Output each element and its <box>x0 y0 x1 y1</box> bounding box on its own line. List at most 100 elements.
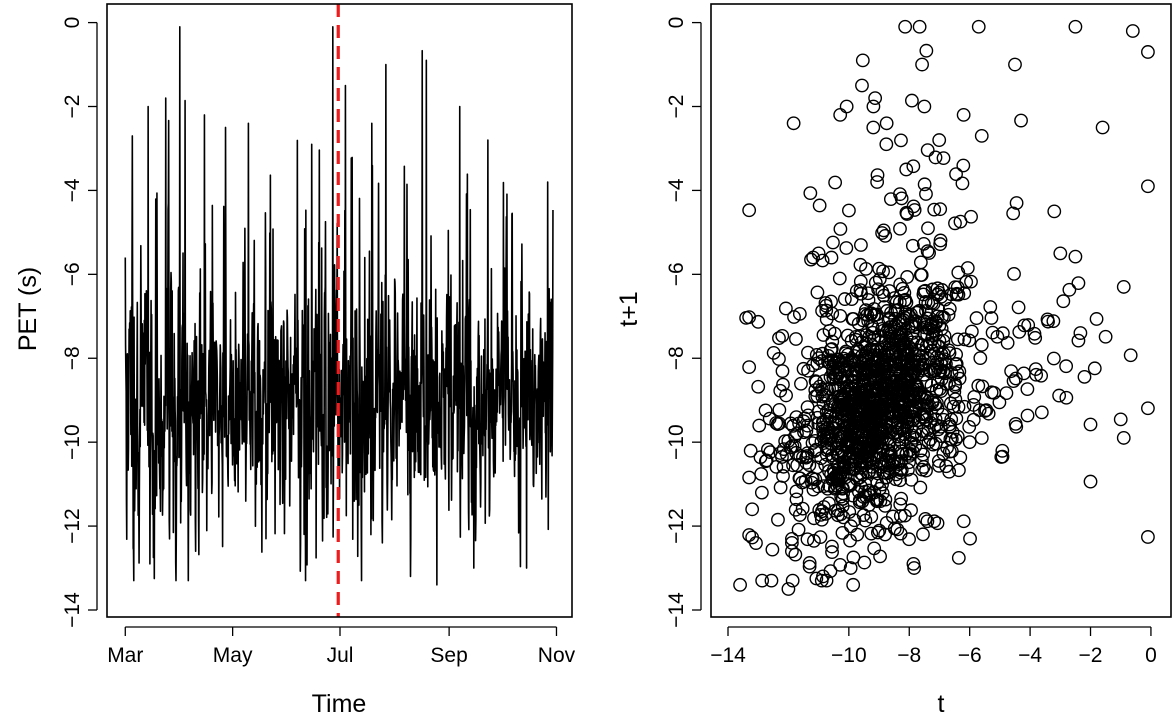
scatter-point <box>1009 196 1024 210</box>
scatter-point <box>981 406 996 421</box>
scatter-point <box>893 473 907 488</box>
scatter-point <box>979 403 994 417</box>
scatter-point <box>903 446 918 461</box>
scatter-point <box>952 463 966 478</box>
scatter-point <box>1046 314 1061 329</box>
scatter-point <box>846 312 861 326</box>
scatter-point <box>826 365 840 379</box>
scatter-point <box>844 292 859 307</box>
scatter-point <box>948 379 962 394</box>
scatter-point <box>800 400 815 415</box>
lag-scatter-y-tick-label: −10 <box>665 424 688 460</box>
scatter-point <box>1116 431 1131 445</box>
scatter-point <box>895 281 910 296</box>
scatter-point <box>835 492 850 506</box>
scatter-point <box>919 187 933 201</box>
scatter-point <box>931 454 946 468</box>
scatter-point <box>921 221 935 236</box>
lag-scatter-y-tick-label: −8 <box>665 346 688 370</box>
scatter-point <box>1141 45 1155 59</box>
scatter-point <box>999 386 1014 401</box>
scatter-point <box>906 556 921 571</box>
scatter-point <box>743 443 758 458</box>
scatter-point <box>761 442 775 457</box>
scatter-point <box>928 150 943 165</box>
scatter-point <box>852 344 867 359</box>
scatter-point <box>833 308 848 323</box>
scatter-point <box>802 556 817 570</box>
scatter-point <box>758 403 773 418</box>
scatter-point <box>892 405 906 420</box>
scatter-point <box>769 459 784 474</box>
scatter-point <box>1008 57 1022 72</box>
scatter-point <box>823 564 838 579</box>
scatter-point <box>818 457 833 472</box>
scatter-point <box>807 534 821 548</box>
scatter-point <box>1053 246 1068 261</box>
scatter-point <box>918 511 933 526</box>
scatter-point <box>912 354 927 368</box>
scatter-point <box>964 274 978 289</box>
scatter-point <box>921 435 936 449</box>
scatter-point <box>870 168 885 183</box>
scatter-point <box>962 420 977 434</box>
scatter-point <box>843 417 858 432</box>
scatter-point <box>1141 530 1155 544</box>
scatter-point <box>846 550 861 565</box>
lag-scatter-x-ticks: −14 −10 −8 −6 −4 −2 0 <box>710 626 1157 667</box>
lag-scatter-y-tick-label: 0 <box>665 17 688 29</box>
scatter-point <box>842 203 856 218</box>
scatter-point <box>904 472 919 487</box>
scatter-point <box>902 532 916 547</box>
scatter-point <box>854 395 869 410</box>
scatter-point <box>796 361 811 376</box>
scatter-point <box>1008 371 1023 386</box>
scatter-point <box>776 459 791 474</box>
scatter-point <box>819 405 834 419</box>
scatter-point <box>916 236 931 251</box>
scatter-point <box>905 238 920 253</box>
scatter-point <box>917 177 932 192</box>
scatter-point <box>835 469 850 484</box>
scatter-point <box>934 289 949 304</box>
scatter-point <box>788 547 803 562</box>
scatter-point <box>771 512 785 527</box>
scatter-point <box>1006 374 1021 388</box>
scatter-point <box>733 577 747 592</box>
scatter-point <box>843 561 858 575</box>
scatter-point <box>893 509 908 523</box>
scatter-point <box>930 516 945 531</box>
scatter-point <box>811 479 826 494</box>
scatter-point <box>892 295 907 310</box>
scatter-point <box>800 418 815 433</box>
scatter-point <box>791 522 806 537</box>
scatter-point <box>866 99 881 114</box>
scatter-point <box>890 522 905 537</box>
scatter-point <box>950 332 965 347</box>
scatter-point <box>927 202 942 217</box>
scatter-point <box>1040 312 1055 327</box>
scatter-point <box>964 324 979 339</box>
lag-scatter-x-tick-label: −6 <box>958 644 982 667</box>
scatter-point <box>866 343 881 358</box>
scatter-point <box>799 423 814 438</box>
scatter-point <box>949 167 963 182</box>
scatter-point <box>983 300 998 314</box>
scatter-point <box>789 492 804 507</box>
time-series-y-tick-label: −4 <box>61 178 84 202</box>
scatter-point <box>785 439 800 453</box>
scatter-point <box>913 255 928 270</box>
scatter-point <box>973 351 988 366</box>
time-series-y-tick-label: −6 <box>61 262 84 286</box>
scatter-point <box>906 159 921 174</box>
scatter-point <box>878 228 893 243</box>
scatter-point <box>912 19 927 34</box>
scatter-point <box>892 394 907 409</box>
scatter-point <box>949 286 964 301</box>
lag-scatter-y-tick-label: −2 <box>665 95 688 119</box>
scatter-point <box>1068 19 1083 34</box>
scatter-point <box>880 304 894 318</box>
scatter-point <box>862 384 877 399</box>
scatter-point <box>990 329 1005 344</box>
scatter-point <box>934 384 949 398</box>
